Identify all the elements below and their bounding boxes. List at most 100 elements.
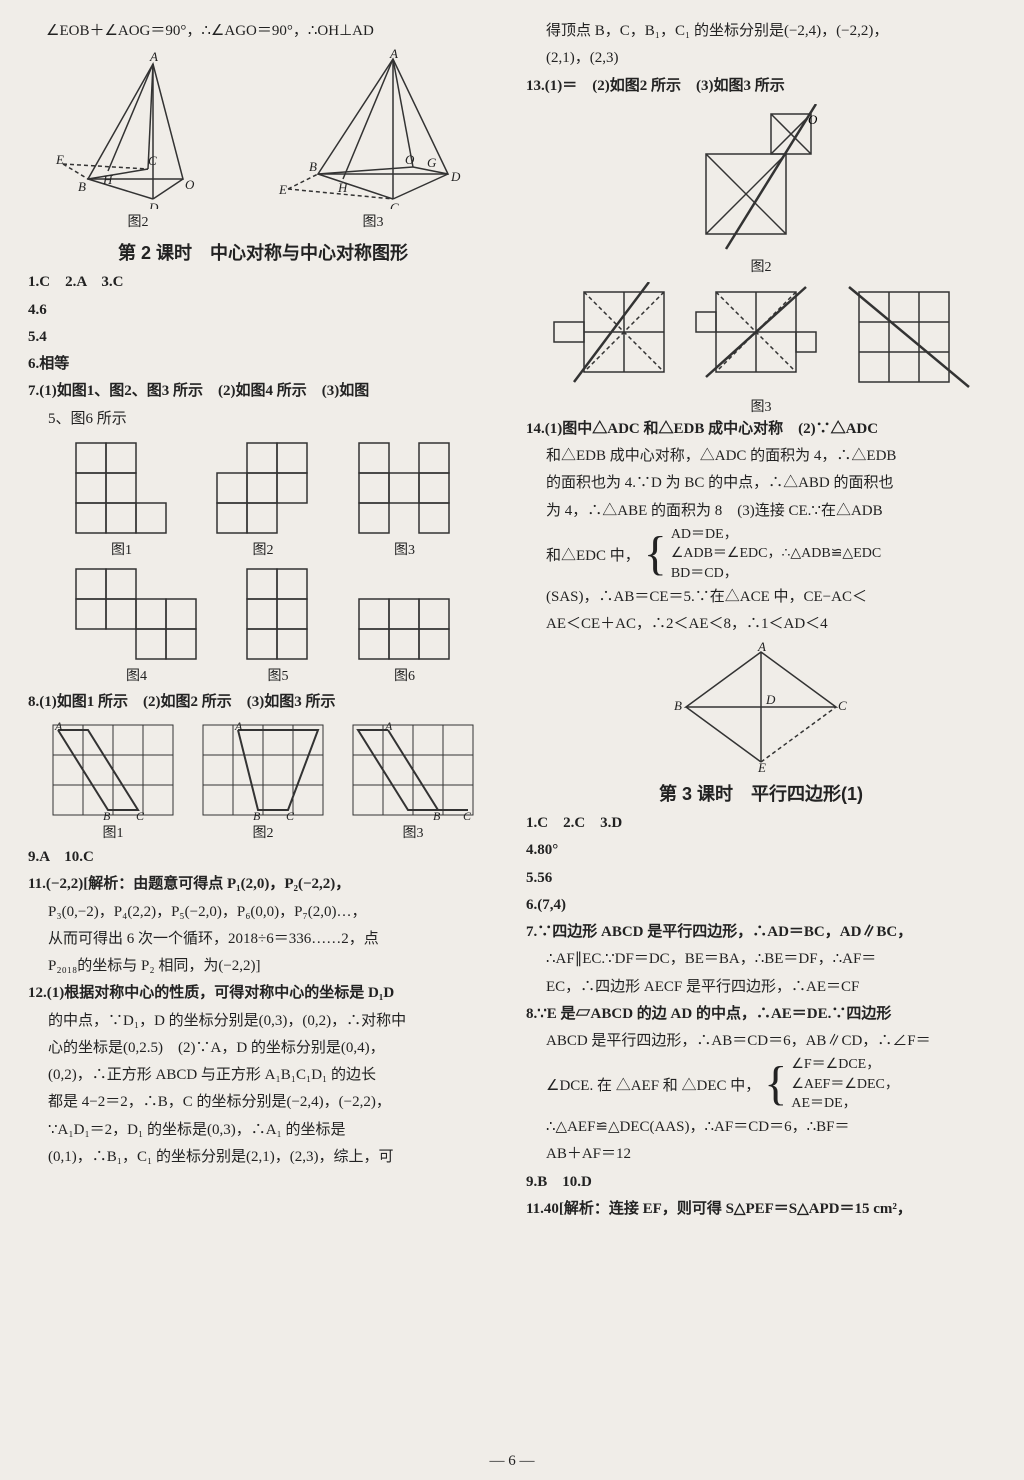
r-b8a: 8.∵E 是▱ABCD 的边 AD 的中点，∴AE＝DE.∵四边形 [526, 1003, 996, 1026]
l-a4: 4.6 [28, 299, 498, 322]
lbl-O: O [185, 177, 195, 192]
lbl-D: D [148, 200, 159, 209]
l-a12a: 12.(1)根据对称中心的性质，可得对称中心的坐标是 D₁D [28, 982, 498, 1005]
l-a11c: 从而可得出 6 次一个循环，2018÷6＝336……2，点 [28, 928, 498, 951]
r-14-brace: 和△EDC 中， { AD＝DE， ∠ADB＝∠EDC，∴△ADB≌△EDC B… [526, 525, 996, 584]
svg-text:C: C [390, 200, 399, 209]
svg-text:O: O [808, 112, 818, 127]
r-b5: 5.56 [526, 867, 996, 890]
l-a12e: 都是 4−2＝2，∴B，C 的坐标分别是(−2,4)，(−2,2)， [28, 1091, 498, 1114]
r-14a: 14.(1)图中△ADC 和△EDB 成中心对称 (2)∵△ADC [526, 418, 996, 441]
l-a7a: 7.(1)如图1、图2、图3 所示 (2)如图4 所示 (3)如图 [28, 380, 498, 403]
svg-text:A: A [757, 642, 766, 654]
svg-text:C: C [286, 809, 295, 820]
svg-text:H: H [337, 180, 348, 195]
lbl-H: H [102, 172, 113, 187]
fig8-1: A B C 图1 [48, 720, 178, 842]
svg-text:O: O [405, 152, 415, 167]
l-a8: 8.(1)如图1 所示 (2)如图2 所示 (3)如图3 所示 [28, 691, 498, 714]
fig7-row2: 图4 图5 图6 [28, 567, 498, 685]
l-a1: 1.C 2.A 3.C [28, 271, 498, 294]
l-a5: 5.4 [28, 326, 498, 349]
fig14: A B C D E [526, 642, 996, 772]
fig7-5: 图5 [245, 567, 311, 685]
l-a12g: (0,1)，∴B₁，C₁ 的坐标分别是(2,1)，(2,3)，综上，可 [28, 1146, 498, 1169]
svg-text:D: D [765, 692, 776, 707]
svg-text:A: A [234, 720, 243, 733]
fig13-2: O 图2 [526, 104, 996, 276]
page-number: — 6 — [0, 1453, 1024, 1470]
lbl-E: E [55, 152, 64, 167]
r-b8b: ABCD 是平行四边形，∴AB＝CD＝6，AB∥CD，∴∠F＝ [526, 1030, 996, 1053]
svg-text:A: A [384, 720, 393, 733]
lbl-C: C [148, 153, 157, 168]
svg-text:G: G [427, 155, 437, 170]
r-b7b: ∴AF∥EC.∵DF＝DC，BE＝BA，∴BE＝DF，∴AF＝ [526, 948, 996, 971]
l-a6: 6.相等 [28, 353, 498, 376]
svg-text:C: C [838, 698, 847, 713]
l-a12c: 心的坐标是(0,2.5) (2)∵A，D 的坐标分别是(0,4)， [28, 1037, 498, 1060]
fig3-svg: A B D C E H O G [273, 49, 473, 209]
fig-2-3: A B O D E H C 图2 [28, 49, 498, 231]
lbl-B: B [78, 179, 86, 194]
fig8-3: A B C 图3 [348, 720, 478, 842]
r-b7c: EC，∴四边形 AECF 是平行四边形，∴AE＝CF [526, 976, 996, 999]
r-b6: 6.(7,4) [526, 894, 996, 917]
fig7-3: 图3 [357, 441, 453, 559]
l-line1: ∠EOB＋∠AOG＝90°，∴∠AGO＝90°，∴OH⊥AD [28, 20, 498, 43]
fig2-box: A B O D E H C 图2 [53, 49, 223, 231]
r-b4: 4.80° [526, 839, 996, 862]
svg-text:B: B [103, 809, 111, 820]
l-a11d: P₂₀₁₈的坐标与 P₂ 相同，为(−2,2)] [28, 955, 498, 978]
right-column: 得顶点 B，C，B₁，C₁ 的坐标分别是(−2,4)，(−2,2)， (2,1)… [526, 18, 996, 1462]
svg-text:E: E [757, 760, 766, 772]
svg-text:B: B [674, 698, 682, 713]
r-1b: (2,1)，(2,3) [526, 47, 996, 70]
svg-text:B: B [253, 809, 261, 820]
r-14f: (SAS)，∴AB＝CE＝5.∵在△ACE 中，CE−AC＜ [526, 586, 996, 609]
svg-text:A: A [389, 49, 398, 61]
svg-text:D: D [450, 169, 461, 184]
fig7-row1: 图1 图2 [28, 441, 498, 559]
r-b7a: 7.∵四边形 ABCD 是平行四边形，∴AD＝BC，AD∥BC， [526, 921, 996, 944]
fig3-box: A B D C E H O G 图3 [273, 49, 473, 231]
left-column: ∠EOB＋∠AOG＝90°，∴∠AGO＝90°，∴OH⊥AD [28, 18, 498, 1462]
svg-text:B: B [433, 809, 441, 820]
l-a12d: (0,2)，∴正方形 ABCD 与正方形 A₁B₁C₁D₁ 的边长 [28, 1064, 498, 1087]
l-a12b: 的中点，∵D₁，D 的坐标分别是(0,3)，(0,2)，∴对称中 [28, 1010, 498, 1033]
l-a9: 9.A 10.C [28, 846, 498, 869]
lesson3-heading: 第 3 课时 平行四边形(1) [526, 780, 996, 806]
r-b8d: ∴△AEF≌△DEC(AAS)，∴AF＝CD＝6，∴BF＝ [526, 1116, 996, 1139]
r-b11: 11.40[解析：连接 EF，则可得 S△PEF＝S△APD＝15 cm²， [526, 1198, 996, 1221]
r-14d: 为 4，∴△ABE 的面积为 8 (3)连接 CE.∵在△ADB [526, 500, 996, 523]
svg-text:A: A [54, 720, 63, 733]
svg-text:E: E [278, 182, 287, 197]
svg-text:C: C [463, 809, 472, 820]
r-13: 13.(1)＝ (2)如图2 所示 (3)如图3 所示 [526, 75, 996, 98]
fig2-cap: 图2 [53, 211, 223, 231]
r-b1: 1.C 2.C 3.D [526, 812, 996, 835]
l-a11b: P₃(0,−2)，P₄(2,2)，P₅(−2,0)，P₆(0,0)，P₇(2,0… [28, 901, 498, 924]
r-b8e: AB＋AF＝12 [526, 1143, 996, 1166]
fig8-row: A B C 图1 [28, 720, 498, 842]
l-a7b: 5、图6 所示 [28, 408, 498, 431]
fig13-3 [526, 282, 996, 392]
r-1a: 得顶点 B，C，B₁，C₁ 的坐标分别是(−2,4)，(−2,2)， [526, 20, 996, 43]
l-a12f: ∵A₁D₁＝2，D₁ 的坐标是(0,3)，∴A₁ 的坐标是 [28, 1119, 498, 1142]
r-14b: 和△EDB 成中心对称，△ADC 的面积为 4，∴△EDB [526, 445, 996, 468]
fig7-1: 图1 [74, 441, 170, 559]
fig7-4: 图4 [74, 567, 200, 685]
fig7-2: 图2 [215, 441, 311, 559]
lbl-A: A [149, 49, 158, 64]
fig8-2: A B C 图2 [198, 720, 328, 842]
fig3-cap: 图3 [273, 211, 473, 231]
r-14g: AE＜CE＋AC，∴2＜AE＜8，∴1＜AD＜4 [526, 613, 996, 636]
svg-text:C: C [136, 809, 145, 820]
r-b8-brace: ∠DCE. 在 △AEF 和 △DEC 中， { ∠F＝∠DCE， ∠AEF＝∠… [526, 1055, 996, 1114]
l-a11a: 11.(−2,2)[解析：由题意可得点 P₁(2,0)，P₂(−2,2)， [28, 873, 498, 896]
lesson2-heading: 第 2 课时 中心对称与中心对称图形 [28, 239, 498, 265]
r-b9: 9.B 10.D [526, 1171, 996, 1194]
svg-text:B: B [309, 159, 317, 174]
fig7-6: 图6 [357, 597, 453, 685]
r-14c: 的面积也为 4.∵D 为 BC 的中点，∴△ABD 的面积也 [526, 472, 996, 495]
